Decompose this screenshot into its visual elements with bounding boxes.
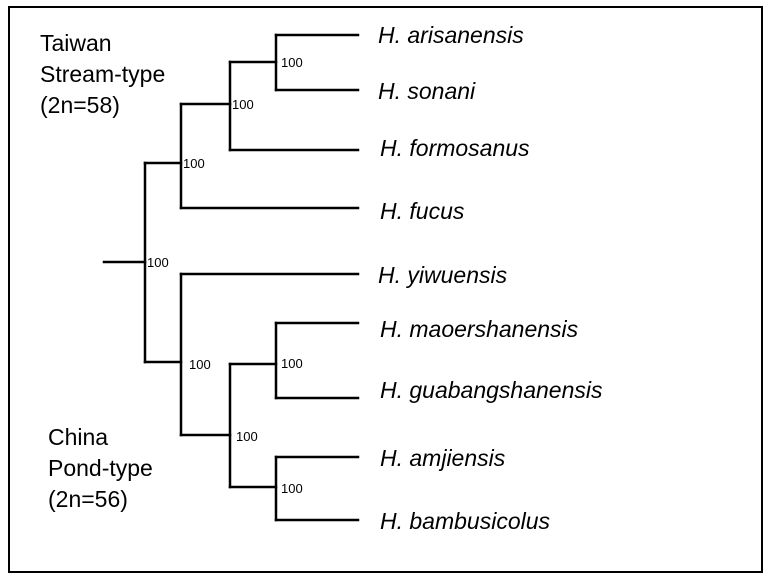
china-label-line3: (2n=56): [48, 486, 128, 512]
taxon-label: H. sonani: [378, 78, 476, 104]
taxon-label: H. yiwuensis: [378, 262, 508, 288]
support-china-clade: 100: [189, 357, 211, 372]
taiwan-label-line1: Taiwan: [40, 30, 112, 56]
support-taiwan-clade: 100: [183, 156, 205, 171]
taxon-label: H. arisanensis: [378, 22, 524, 48]
support-arisanensis-sonani: 100: [281, 55, 303, 70]
china-clade-label: China Pond-type (2n=56): [48, 422, 153, 515]
taxon-label: H. formosanus: [380, 135, 530, 161]
taxon-label: H. maoershanensis: [380, 316, 579, 342]
support-arisanensis-sonani-formosanus: 100: [232, 97, 254, 112]
taxon-label: H. amjiensis: [380, 445, 506, 471]
support-amjiensis-bambusicolus: 100: [281, 481, 303, 496]
support-maoershanensis-guabangshanensis: 100: [281, 356, 303, 371]
taxon-label: H. fucus: [380, 198, 465, 224]
support-root: 100: [147, 255, 169, 270]
taiwan-clade-label: Taiwan Stream-type (2n=58): [40, 28, 165, 121]
support-four-species: 100: [236, 429, 258, 444]
figure-frame: [8, 6, 763, 573]
china-label-line2: Pond-type: [48, 455, 153, 481]
taiwan-label-line2: Stream-type: [40, 61, 166, 87]
taiwan-label-line3: (2n=58): [40, 92, 120, 118]
taxon-label: H. bambusicolus: [380, 508, 551, 534]
china-label-line1: China: [48, 424, 109, 450]
taxon-label: H. guabangshanensis: [380, 377, 603, 403]
